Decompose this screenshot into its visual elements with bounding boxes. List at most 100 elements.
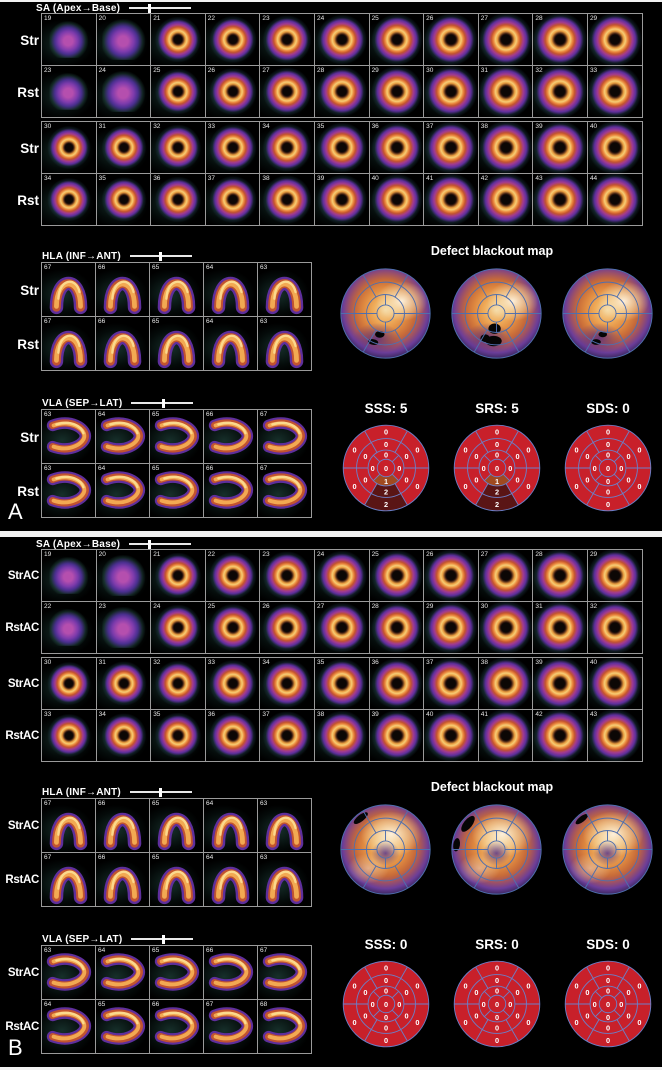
vla-slice-cell[interactable]: 63 xyxy=(41,463,96,518)
sa-slice-cell[interactable]: 26 xyxy=(423,549,479,602)
sa-slice-cell[interactable]: 24 xyxy=(95,65,152,118)
vla-slice-slider[interactable] xyxy=(131,934,194,944)
sa-slice-cell[interactable]: 22 xyxy=(41,601,97,654)
sa-slice-cell[interactable]: 27 xyxy=(477,549,534,602)
sa-slice-cell[interactable]: 19 xyxy=(41,549,97,602)
sa-slice-cell[interactable]: 34 xyxy=(95,709,152,762)
hla-slice-slider[interactable] xyxy=(129,787,192,797)
sa-slice-cell[interactable]: 33 xyxy=(204,121,261,174)
sa-slice-cell[interactable]: 32 xyxy=(150,121,206,174)
slider-thumb[interactable] xyxy=(159,787,163,797)
slider-thumb[interactable] xyxy=(147,3,151,13)
sa-slice-cell[interactable]: 28 xyxy=(368,601,425,654)
sa-slice-cell[interactable]: 38 xyxy=(477,121,534,174)
sa-slice-cell[interactable]: 39 xyxy=(532,657,588,710)
hla-slice-cell[interactable]: 65 xyxy=(149,316,204,371)
hla-slice-cell[interactable]: 67 xyxy=(41,316,96,371)
hla-slice-cell[interactable]: 64 xyxy=(203,316,258,371)
sa-slice-cell[interactable]: 37 xyxy=(423,121,479,174)
sa-slice-cell[interactable]: 23 xyxy=(95,601,152,654)
hla-slice-cell[interactable]: 64 xyxy=(203,798,258,853)
slider-thumb[interactable] xyxy=(147,539,151,549)
sa-slice-cell[interactable]: 40 xyxy=(586,121,643,174)
sa-slice-cell[interactable]: 26 xyxy=(423,13,479,66)
sa-slice-cell[interactable]: 31 xyxy=(532,601,588,654)
sa-slice-cell[interactable]: 24 xyxy=(313,549,370,602)
sa-slice-cell[interactable]: 34 xyxy=(41,173,97,226)
vla-slice-cell[interactable]: 67 xyxy=(203,999,258,1054)
sa-slice-cell[interactable]: 20 xyxy=(95,549,152,602)
hla-slice-cell[interactable]: 66 xyxy=(95,316,150,371)
sa-slice-cell[interactable]: 27 xyxy=(477,13,534,66)
sa-slice-cell[interactable]: 23 xyxy=(259,13,315,66)
sa-slice-cell[interactable]: 40 xyxy=(368,173,425,226)
vla-slice-cell[interactable]: 67 xyxy=(257,945,312,1000)
hla-slice-cell[interactable]: 66 xyxy=(95,852,150,907)
vla-slice-cell[interactable]: 65 xyxy=(149,409,204,464)
sa-slice-cell[interactable]: 25 xyxy=(150,65,206,118)
hla-slice-cell[interactable]: 67 xyxy=(41,852,96,907)
sa-slice-cell[interactable]: 24 xyxy=(150,601,206,654)
sa-slice-cell[interactable]: 29 xyxy=(423,601,479,654)
sa-slice-cell[interactable]: 22 xyxy=(204,13,261,66)
vla-slice-cell[interactable]: 66 xyxy=(203,409,258,464)
sa-slice-cell[interactable]: 33 xyxy=(41,709,97,762)
sa-slice-cell[interactable]: 22 xyxy=(204,549,261,602)
hla-slice-cell[interactable]: 67 xyxy=(41,798,96,853)
sa-slice-cell[interactable]: 21 xyxy=(150,13,206,66)
sa-slice-cell[interactable]: 25 xyxy=(204,601,261,654)
sa-slice-cell[interactable]: 40 xyxy=(586,657,643,710)
slider-thumb[interactable] xyxy=(162,934,166,944)
vla-slice-cell[interactable]: 66 xyxy=(149,999,204,1054)
sa-slice-cell[interactable]: 30 xyxy=(41,657,97,710)
sa-slice-cell[interactable]: 37 xyxy=(204,173,261,226)
sa-slice-cell[interactable]: 36 xyxy=(368,657,425,710)
hla-slice-cell[interactable]: 66 xyxy=(95,262,150,317)
vla-slice-cell[interactable]: 66 xyxy=(203,463,258,518)
vla-slice-cell[interactable]: 67 xyxy=(257,463,312,518)
hla-slice-cell[interactable]: 65 xyxy=(149,798,204,853)
hla-slice-cell[interactable]: 64 xyxy=(203,852,258,907)
vla-slice-cell[interactable]: 64 xyxy=(95,463,150,518)
vla-slice-cell[interactable]: 68 xyxy=(257,999,312,1054)
hla-slice-cell[interactable]: 65 xyxy=(149,262,204,317)
sa-slice-cell[interactable]: 21 xyxy=(150,549,206,602)
vla-slice-cell[interactable]: 64 xyxy=(41,999,96,1054)
sa-slice-cell[interactable]: 23 xyxy=(41,65,97,118)
sa-slice-cell[interactable]: 19 xyxy=(41,13,97,66)
sa-slice-cell[interactable]: 26 xyxy=(259,601,315,654)
hla-slice-cell[interactable]: 64 xyxy=(203,262,258,317)
sa-slice-cell[interactable]: 32 xyxy=(586,601,643,654)
sa-slice-cell[interactable]: 29 xyxy=(586,549,643,602)
sa-slice-cell[interactable]: 41 xyxy=(423,173,479,226)
sa-slice-cell[interactable]: 38 xyxy=(259,173,315,226)
sa-slice-cell[interactable]: 38 xyxy=(313,709,370,762)
vla-slice-cell[interactable]: 67 xyxy=(257,409,312,464)
sa-slice-cell[interactable]: 35 xyxy=(150,709,206,762)
vla-slice-cell[interactable]: 64 xyxy=(95,409,150,464)
slider-thumb[interactable] xyxy=(159,251,163,261)
sa-slice-cell[interactable]: 42 xyxy=(477,173,534,226)
sa-slice-cell[interactable]: 28 xyxy=(532,549,588,602)
sa-slice-cell[interactable]: 37 xyxy=(423,657,479,710)
sa-slice-cell[interactable]: 32 xyxy=(150,657,206,710)
sa-slice-cell[interactable]: 36 xyxy=(204,709,261,762)
sa-slice-cell[interactable]: 35 xyxy=(95,173,152,226)
sa-slice-cell[interactable]: 27 xyxy=(313,601,370,654)
sa-slice-cell[interactable]: 40 xyxy=(423,709,479,762)
sa-slice-cell[interactable]: 32 xyxy=(532,65,588,118)
sa-slice-cell[interactable]: 25 xyxy=(368,13,425,66)
vla-slice-cell[interactable]: 65 xyxy=(95,999,150,1054)
sa-slice-cell[interactable]: 30 xyxy=(423,65,479,118)
hla-slice-cell[interactable]: 63 xyxy=(257,798,312,853)
sa-slice-cell[interactable]: 34 xyxy=(259,657,315,710)
sa-slice-cell[interactable]: 30 xyxy=(41,121,97,174)
sa-slice-cell[interactable]: 36 xyxy=(150,173,206,226)
sa-slice-cell[interactable]: 26 xyxy=(204,65,261,118)
sa-slice-cell[interactable]: 30 xyxy=(477,601,534,654)
sa-slice-cell[interactable]: 39 xyxy=(532,121,588,174)
sa-slice-cell[interactable]: 38 xyxy=(477,657,534,710)
sa-slice-cell[interactable]: 27 xyxy=(259,65,315,118)
sa-slice-cell[interactable]: 29 xyxy=(586,13,643,66)
vla-slice-cell[interactable]: 63 xyxy=(41,409,96,464)
